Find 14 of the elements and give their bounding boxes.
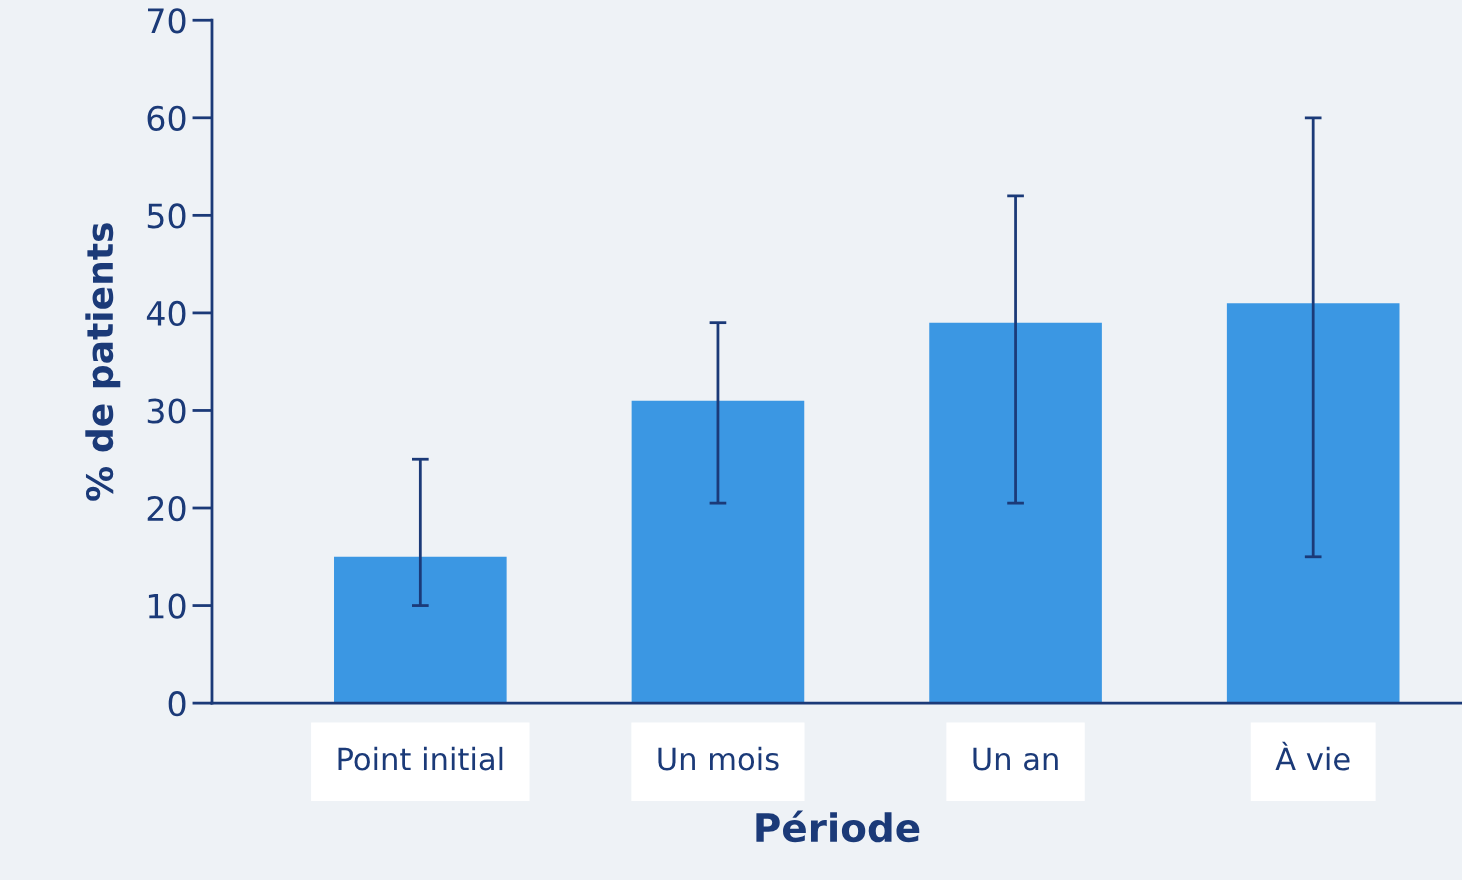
y-tick-label: 10: [148, 593, 186, 619]
x-axis-title: Période: [756, 810, 920, 843]
y-tick-label: 60: [147, 105, 186, 131]
y-tick-label: 50: [147, 203, 186, 229]
y-tick-label: 40: [146, 300, 186, 327]
x-tick-label: À vie: [1275, 741, 1350, 771]
x-tick-label: Un mois: [658, 746, 779, 771]
y-axis-title: % de patients: [85, 223, 121, 501]
y-tick-label: 20: [147, 495, 186, 522]
x-tick-label: Un an: [973, 747, 1058, 771]
y-tick-label: 30: [147, 398, 186, 424]
y-tick-label: 0: [168, 691, 186, 717]
x-tick-label: Point initial: [338, 746, 503, 771]
y-tick-label: 70: [148, 8, 186, 34]
